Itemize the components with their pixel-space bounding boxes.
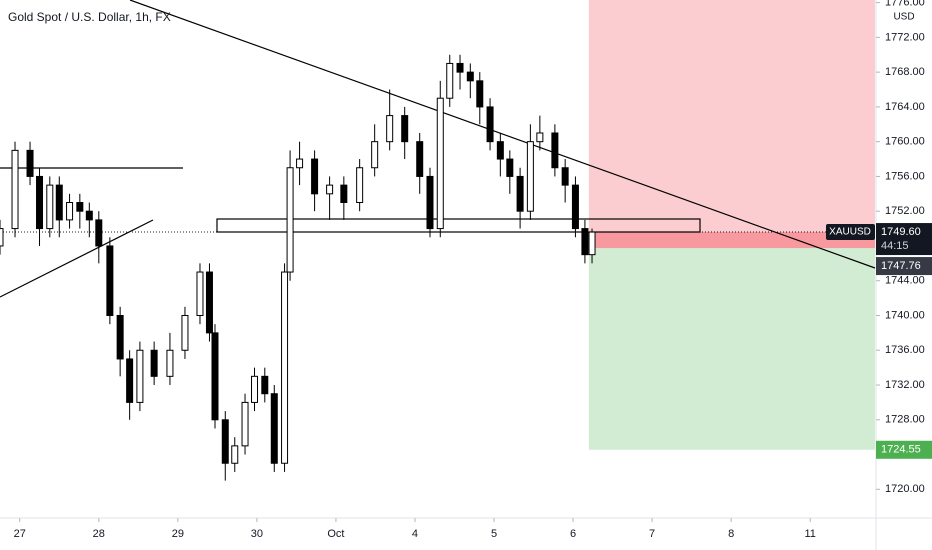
- candle-body: [150, 349, 158, 377]
- y-tick-label: 1776.00: [885, 0, 925, 9]
- x-tick-label: 6: [570, 528, 576, 540]
- candle-body: [136, 349, 144, 403]
- stop-zone: [588, 0, 875, 249]
- candle-body: [456, 62, 464, 73]
- x-tick-label: 28: [93, 528, 105, 540]
- open-loss-zone: [588, 232, 875, 249]
- candle-body: [0, 228, 4, 247]
- candle-body: [496, 141, 504, 160]
- candle-body: [251, 375, 259, 403]
- candle-body: [126, 358, 134, 403]
- y-tick-label: 1740.00: [885, 309, 925, 321]
- y-tick-label: 1768.00: [885, 66, 925, 78]
- y-tick-label: 1756.00: [885, 170, 925, 182]
- candle-body: [106, 245, 114, 316]
- currency-label: USD: [893, 12, 914, 23]
- symbol-tag-bg: [826, 224, 875, 241]
- last-price-tag-bg: [876, 223, 932, 256]
- candle-body: [55, 184, 63, 221]
- y-tick-label: 1760.00: [885, 136, 925, 148]
- candle-body: [221, 419, 229, 464]
- candle-body: [516, 175, 524, 212]
- countdown: 44:15: [881, 240, 909, 252]
- entry-tag: 1747.76: [881, 260, 921, 272]
- candle-body: [371, 141, 379, 169]
- x-tick-label: 4: [412, 528, 418, 540]
- candle-body: [296, 158, 304, 169]
- y-tick-label: 1764.00: [885, 101, 925, 113]
- symbol-tag: XAUUSD: [829, 227, 871, 238]
- candle-body: [211, 332, 219, 421]
- candle-body: [46, 184, 54, 230]
- candle-body: [205, 271, 213, 334]
- support-line: [0, 219, 154, 298]
- candle-body: [526, 141, 534, 212]
- y-tick-label: 1728.00: [885, 414, 925, 426]
- entry-tag-bg: [876, 257, 932, 276]
- candle-body: [436, 97, 444, 230]
- candle-body: [36, 175, 44, 230]
- candle-body: [446, 62, 454, 99]
- last-price-tag: 1749.60: [881, 226, 921, 238]
- trend-line: [129, 0, 876, 269]
- x-tick-label: 27: [14, 528, 26, 540]
- candle-body: [476, 80, 484, 108]
- candle-body: [401, 115, 409, 143]
- candle-body: [426, 175, 434, 230]
- candle-body: [66, 202, 74, 221]
- candle-body: [386, 115, 394, 143]
- candle-body: [261, 375, 269, 395]
- y-tick-label: 1720.00: [885, 483, 925, 495]
- y-tick-label: 1732.00: [885, 379, 925, 391]
- y-tick-label: 1752.00: [885, 205, 925, 217]
- candle-body: [281, 271, 289, 464]
- x-tick-label: 7: [649, 528, 655, 540]
- candle-body: [166, 349, 174, 377]
- candle-body: [571, 184, 579, 230]
- candle-body: [536, 132, 544, 143]
- zone-rectangle: [216, 218, 701, 233]
- candle-body: [116, 314, 124, 360]
- candle-body: [561, 167, 569, 186]
- candle-body: [181, 314, 189, 351]
- candle-body: [581, 228, 589, 256]
- candle-body: [196, 271, 204, 316]
- x-tick-label: 5: [491, 528, 497, 540]
- target-tag-bg: [876, 440, 932, 459]
- chart-title: Gold Spot / U.S. Dollar, 1h, FX: [8, 10, 171, 24]
- y-tick-label: 1772.00: [885, 31, 925, 43]
- candle-body: [231, 445, 239, 464]
- candle-body: [85, 210, 93, 221]
- candle-body: [11, 149, 19, 230]
- candle-body: [241, 401, 249, 447]
- candle-body: [551, 132, 559, 169]
- candle-body: [326, 184, 334, 195]
- candle-body: [416, 141, 424, 177]
- candle-body: [340, 184, 348, 204]
- candle-body: [466, 71, 474, 82]
- candle-body: [26, 149, 34, 177]
- candle-body: [270, 393, 278, 464]
- y-tick-label: 1736.00: [885, 344, 925, 356]
- candle-body: [356, 167, 364, 204]
- candle-body: [76, 202, 84, 212]
- candle-body: [311, 158, 319, 195]
- target-tag: 1724.55: [881, 444, 921, 456]
- target-zone: [588, 248, 875, 450]
- x-tick-label: 30: [251, 528, 263, 540]
- x-tick-label: Oct: [327, 528, 344, 540]
- candle-body: [506, 158, 514, 177]
- x-tick-label: 8: [728, 528, 734, 540]
- candle-body: [588, 231, 596, 256]
- x-tick-label: 29: [172, 528, 184, 540]
- y-tick-label: 1744.00: [885, 275, 925, 287]
- x-tick-label: 11: [804, 528, 815, 540]
- candle-body: [95, 219, 103, 247]
- candle-body: [286, 167, 294, 273]
- candle-body: [486, 106, 494, 143]
